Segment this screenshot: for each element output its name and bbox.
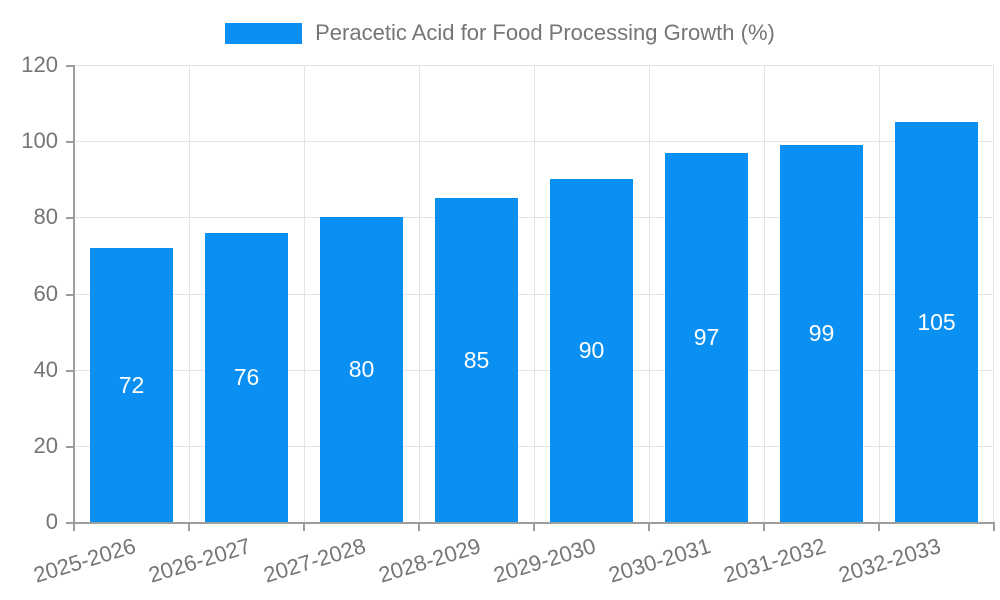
x-tick-label: 2030-2031 (605, 533, 714, 588)
bar-value-label: 72 (118, 371, 145, 398)
bar: 97 (665, 153, 748, 522)
x-tick (418, 523, 420, 531)
legend-label: Peracetic Acid for Food Processing Growt… (315, 20, 775, 45)
legend-swatch (225, 22, 303, 44)
v-gridline (648, 65, 650, 522)
v-gridline (188, 65, 190, 522)
bar-value-label: 90 (578, 337, 605, 363)
v-gridline (992, 65, 994, 522)
bar: 99 (780, 145, 863, 522)
v-gridline (303, 65, 305, 522)
y-tick (66, 522, 74, 524)
bar-value-label: 76 (233, 364, 260, 390)
y-tick (66, 141, 74, 143)
bar-value-label: 105 (917, 308, 956, 335)
y-tick-label: 20 (33, 433, 58, 458)
x-tick-label: 2028-2029 (375, 533, 484, 588)
x-tick-label: 2029-2030 (490, 533, 599, 588)
y-tick-label: 80 (33, 204, 58, 229)
bar-value-label: 80 (348, 356, 375, 382)
v-gridline (763, 65, 765, 522)
bar-value-label: 99 (808, 320, 835, 346)
x-tick (73, 523, 75, 531)
x-tick (993, 523, 995, 531)
y-tick-label: 120 (21, 52, 58, 77)
bar: 72 (90, 248, 173, 522)
y-tick (66, 294, 74, 296)
bar: 76 (205, 233, 288, 522)
x-tick-label: 2031-2032 (720, 533, 829, 588)
bar: 85 (435, 198, 518, 522)
y-axis-labels: 0 20 40 60 80 100 120 (0, 52, 58, 534)
x-tick-label: 2027-2028 (260, 533, 369, 588)
y-tick (66, 217, 74, 219)
x-tick (303, 523, 305, 531)
x-tick (188, 523, 190, 531)
legend: Peracetic Acid for Food Processing Growt… (0, 20, 1000, 46)
x-tick-label: 2032-2033 (835, 533, 944, 588)
bar: 80 (320, 217, 403, 522)
y-axis-line (73, 65, 75, 524)
plot-area: 72 76 80 85 90 97 99 105 (74, 64, 994, 522)
x-tick-label: 2025-2026 (30, 533, 139, 588)
bar: 90 (550, 179, 633, 522)
x-tick (533, 523, 535, 531)
y-tick-label: 0 (45, 509, 58, 534)
y-tick (66, 370, 74, 372)
x-tick (878, 523, 880, 531)
x-tick (763, 523, 765, 531)
x-tick (648, 523, 650, 531)
bar-value-label: 85 (463, 346, 490, 373)
y-tick-label: 40 (33, 357, 58, 382)
y-tick (66, 65, 74, 67)
y-tick-label: 60 (33, 281, 58, 306)
x-tick-label: 2026-2027 (145, 533, 254, 588)
v-gridline (418, 65, 420, 522)
bar: 105 (895, 122, 978, 522)
x-axis-labels: 2025-2026 2026-2027 2027-2028 2028-2029 2029… (30, 533, 994, 600)
bar-value-label: 97 (693, 324, 720, 350)
v-gridline (533, 65, 535, 522)
y-tick (66, 446, 74, 448)
y-tick-label: 100 (21, 128, 58, 153)
v-gridline (878, 65, 880, 522)
